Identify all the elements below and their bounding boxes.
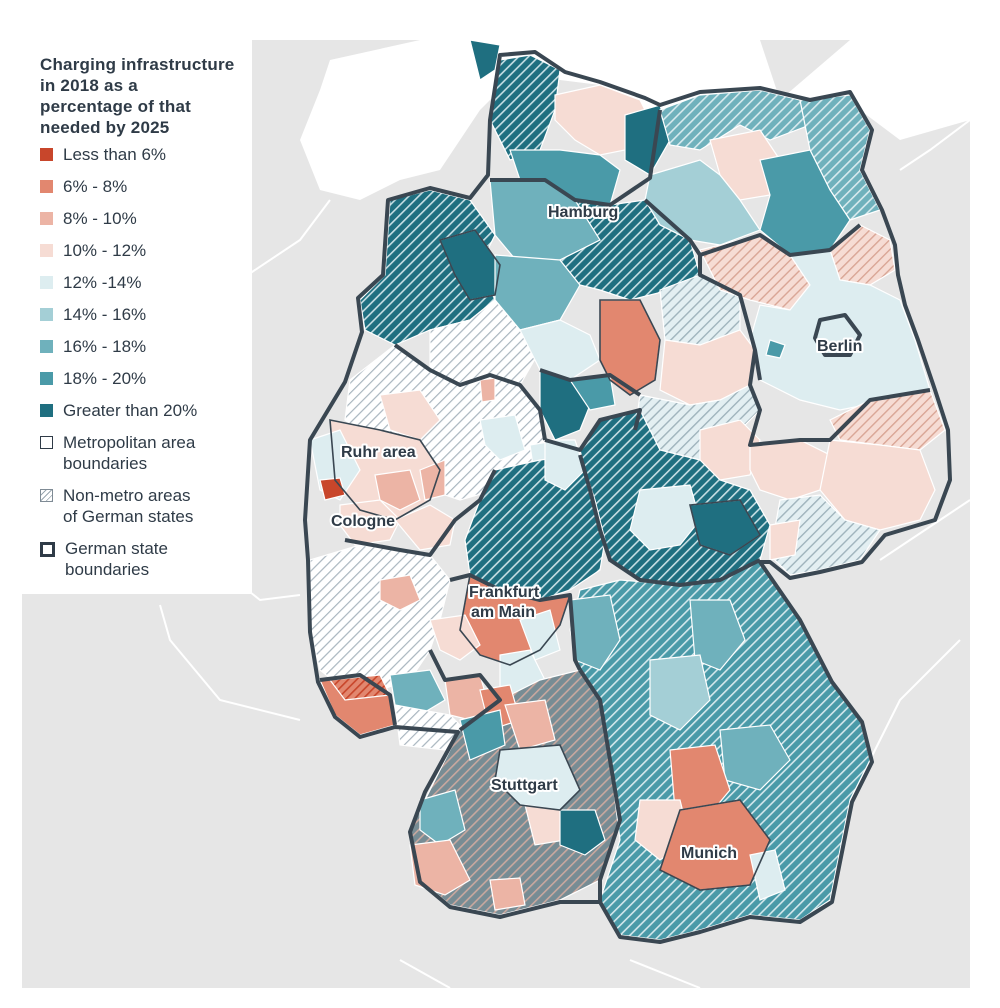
legend-item-metro: Metropolitan area boundaries [40,432,252,474]
legend: Charging infrastructure in 2018 as a per… [22,40,252,594]
legend-title-line1: Charging infrastructure in 2018 as a [40,55,235,95]
state-swatch [40,542,55,557]
region-nuremberg [649,654,711,731]
region-mv-coast [659,89,811,151]
legend-item: 6% - 8% [40,176,252,197]
legend-metro-label-2: boundaries [63,454,148,473]
legend-item-state: German state boundaries [40,538,252,580]
state-boundaries [303,50,952,944]
region-duesseldorf [374,469,421,511]
legend-state-label-2: boundaries [65,560,150,579]
region-leipzig [749,439,831,501]
nonmetro-swatch [40,489,53,502]
legend-swatch [40,340,53,353]
region-koblenz [379,574,421,611]
north-sea [300,40,780,200]
legend-item-nonmetro: Non-metro areas of German states [40,485,252,527]
region-konstanz [489,877,526,911]
region-wuppertal [419,459,446,501]
region-dresden [819,439,936,531]
label-ruhr: Ruhr area [341,444,416,461]
region-chemnitz [769,494,881,576]
legend-swatch [40,212,53,225]
region-kaiserslautern [389,669,446,716]
region-islands [469,39,501,81]
legend-item-label: 16% - 18% [63,337,147,356]
region-freiburg-n [419,789,466,846]
legend-metro-label-1: Metropolitan area [63,433,196,452]
legend-state-label-1: German state [65,539,168,558]
label-hamburg: Hamburg [548,204,618,221]
legend-item-label: 8% - 10% [63,209,137,228]
region-bayreuth [689,599,746,671]
legend-item: 16% - 18% [40,336,252,357]
region-sh-west [489,54,561,161]
label-cologne: Cologne [331,513,395,530]
baltic-sea [780,40,970,140]
region-mainz [429,614,481,661]
legend-item: 14% - 16% [40,304,252,325]
region-erfurt [629,484,701,551]
label-stuttgart: Stuttgart [491,777,558,794]
legend-item: 10% - 12% [40,240,252,261]
region-freiburg [409,839,471,896]
legend-title-line2: percentage of that needed by 2025 [40,97,191,137]
legend-item-label: 12% -14% [63,273,142,292]
legend-swatch [40,148,53,161]
region-nrw-small [479,377,496,403]
metro-boundaries [329,229,771,891]
legend-item: 18% - 20% [40,368,252,389]
germany-outline [303,50,952,944]
legend-item-label: 14% - 16% [63,305,147,324]
region-potsdam [765,339,786,359]
legend-item-label: 10% - 12% [63,241,147,260]
legend-nonmetro-label-2: of German states [63,507,194,526]
legend-item-label: 18% - 20% [63,369,147,388]
region-kassel [544,439,586,491]
region-muenster [379,389,441,441]
legend-item: Greater than 20% [40,400,252,421]
legend-item: 8% - 10% [40,208,252,229]
legend-swatch [40,180,53,193]
legend-item-label: Less than 6% [63,145,167,164]
legend-swatch [40,276,53,289]
legend-swatch [40,372,53,385]
legend-item: 12% -14% [40,272,252,293]
legend-swatch [40,244,53,257]
legend-item-label: Greater than 20% [63,401,198,420]
legend-swatch [40,404,53,417]
label-berlin: Berlin [817,338,862,355]
region-ulm [559,809,606,856]
region-rosenheim [749,849,786,901]
legend-items: Less than 6% 6% - 8% 8% - 10% 10% - 12% 12% … [40,144,252,421]
legend-item-label: 6% - 8% [63,177,128,196]
label-frankfurt-1: Frankfurt [469,584,540,601]
legend-swatch [40,308,53,321]
label-munich: Munich [681,845,737,862]
region-hanau [519,609,561,661]
region-heilbronn [504,699,556,751]
region-cologne [339,499,401,546]
legend-title: Charging infrastructure in 2018 as a per… [40,54,252,138]
legend-item: Less than 6% [40,144,252,165]
label-frankfurt-2: am Main [471,604,535,621]
metro-swatch [40,436,53,449]
region-zwickau [769,519,801,561]
region-bielefeld [479,414,526,461]
legend-nonmetro-label-1: Non-metro areas [63,486,191,505]
